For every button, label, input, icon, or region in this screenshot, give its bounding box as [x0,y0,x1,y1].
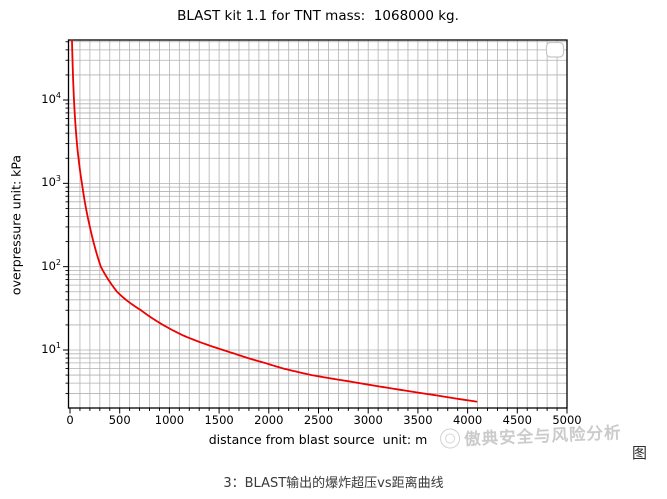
x-tick-label: 1500 [204,413,234,427]
y-tick-label: 104 [41,91,61,106]
x-tick-label: 4500 [502,413,532,427]
x-tick-label: 5000 [552,413,582,427]
x-tick-label: 4000 [452,413,483,427]
x-tick-label: 500 [108,413,131,427]
y-tick-label: 101 [41,341,61,356]
y-axis-label: overpressure unit: kPa [8,154,24,296]
x-axis-label: distance from blast source unit: m [208,432,428,447]
x-tick-label: 2000 [254,413,284,427]
x-tick-label: 1000 [154,413,185,427]
y-tick-label: 103 [41,174,61,190]
y-tick-label: 102 [41,257,61,273]
grid-lines [68,40,568,408]
x-tick-label: 0 [66,413,74,427]
x-tick-label: 3000 [353,413,383,427]
legend-box [545,41,565,58]
x-tick-label: 2500 [303,413,334,427]
figure-label-char: 图 [632,444,648,462]
x-tick-label: 3500 [403,413,433,427]
figure-caption: 3：BLAST输出的爆炸超压vs距离曲线 [223,476,444,491]
chart-title: BLAST kit 1.1 for TNT mass: 1068000 kg. [177,8,459,24]
overpressure-curve [71,39,478,403]
plot-frame [67,39,568,409]
